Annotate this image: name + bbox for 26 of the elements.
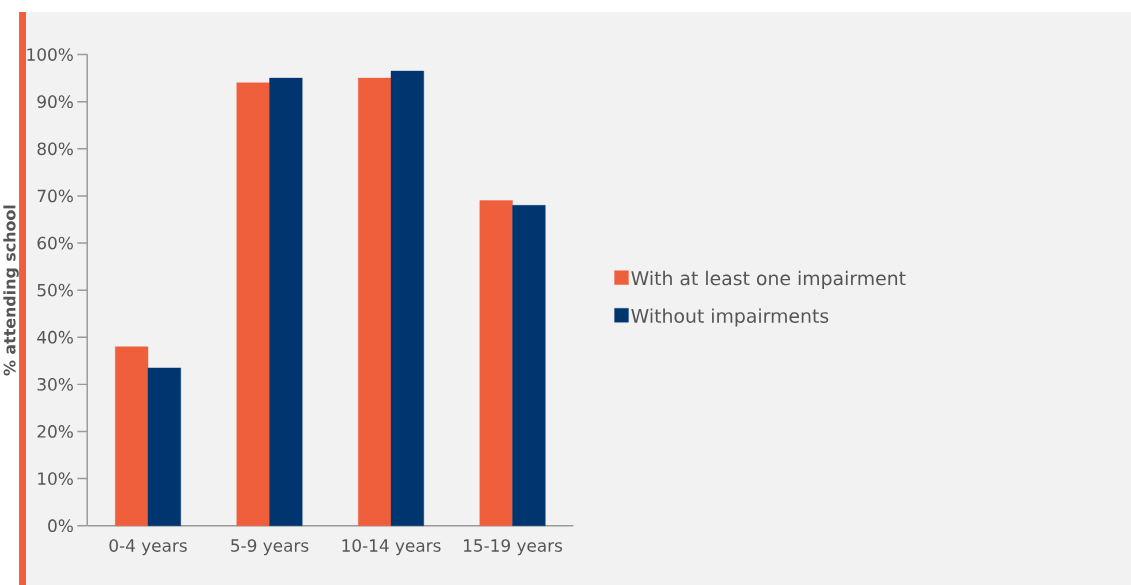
y-tick-label: 0%: [48, 519, 73, 532]
y-tick-label: 80%: [37, 142, 73, 156]
bar: [512, 205, 546, 526]
bar: [115, 346, 149, 526]
y-tick-label: 40%: [37, 330, 73, 344]
y-tick-label: 60%: [37, 236, 73, 250]
y-tick-label: 50%: [37, 283, 73, 297]
x-tick-label: 5-9 years: [231, 539, 309, 556]
bar: [147, 367, 181, 526]
bar: [269, 77, 303, 526]
legend-label: With at least one impairment: [631, 270, 906, 289]
y-tick-label: 90%: [37, 95, 73, 108]
x-tick-label: 15-19 years: [464, 539, 563, 556]
bar: [358, 77, 392, 526]
y-axis-title: % attending school: [3, 205, 19, 376]
y-tick-label: 30%: [37, 377, 73, 391]
bar: [390, 70, 424, 526]
x-tick-label: 10-14 years: [342, 539, 441, 556]
x-tick-label: 0-4 years: [109, 539, 187, 556]
bar: [236, 82, 270, 526]
y-tick-label: 10%: [38, 472, 73, 485]
bar: [479, 200, 513, 526]
y-tick-label: 70%: [37, 189, 73, 203]
legend-label: Without impairments: [631, 308, 829, 327]
y-tick-label: 100%: [27, 48, 73, 61]
y-tick-label: 20%: [37, 424, 73, 438]
